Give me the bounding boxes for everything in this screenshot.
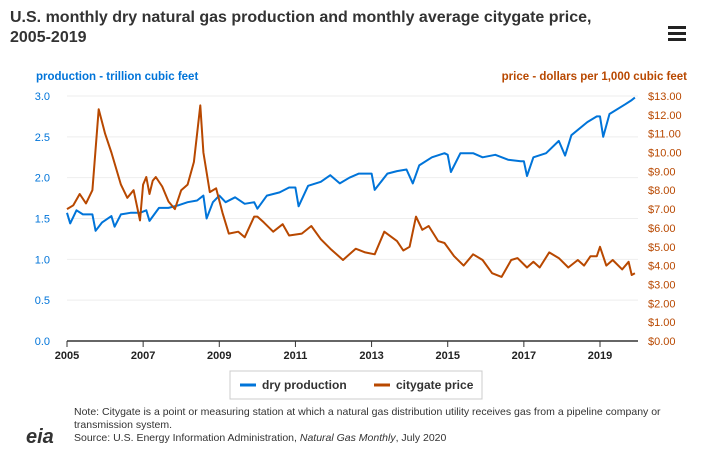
source-publication: Natural Gas Monthly — [299, 432, 396, 444]
source-suffix: , July 2020 — [395, 432, 447, 444]
y2-tick-label: $7.00 — [648, 204, 676, 216]
y2-tick-label: $9.00 — [648, 166, 676, 178]
series-line-production — [66, 96, 636, 232]
y2-tick-label: $1.00 — [648, 317, 676, 329]
x-tick-label: 2015 — [435, 350, 459, 362]
x-tick-label: 2019 — [588, 350, 612, 362]
y-tick-label: 1.0 — [35, 254, 50, 266]
note: Note: Citygate is a point or measuring s… — [74, 406, 661, 431]
y-tick-label: 1.5 — [35, 214, 50, 226]
y2-tick-label: $6.00 — [648, 223, 676, 235]
y2-tick-label: $12.00 — [648, 110, 682, 122]
x-tick-label: 2009 — [207, 350, 231, 362]
y-tick-label: 0.5 — [35, 295, 50, 307]
y2-tick-label: $3.00 — [648, 279, 676, 291]
x-tick-label: 2017 — [512, 350, 536, 362]
legend-item[interactable]: dry production — [262, 378, 347, 392]
legend-item[interactable]: citygate price — [396, 378, 474, 392]
y2-tick-label: $0.00 — [648, 336, 676, 348]
source: Source: U.S. Energy Information Administ… — [74, 432, 704, 445]
series-line-price — [66, 104, 636, 278]
eia-logo: eia — [26, 426, 54, 448]
y2-tick-label: $10.00 — [648, 148, 682, 160]
y2-tick-label: $5.00 — [648, 242, 676, 254]
source-prefix: Source: U.S. Energy Information Administ… — [74, 432, 300, 444]
y-tick-label: 0.0 — [35, 336, 50, 348]
chart: production - trillion cubic feet price - … — [35, 71, 688, 400]
legend — [229, 370, 483, 400]
y-tick-label: 3.0 — [35, 91, 50, 103]
y-tick-label: 2.5 — [35, 132, 50, 144]
y2-tick-label: $13.00 — [648, 91, 682, 103]
x-tick-label: 2005 — [55, 350, 79, 362]
y2-tick-label: $2.00 — [648, 298, 676, 310]
x-tick-label: 2011 — [283, 350, 307, 362]
y-axis-label: production - trillion cubic feet — [36, 71, 198, 83]
x-tick-label: 2013 — [359, 350, 383, 362]
y2-tick-label: $4.00 — [648, 261, 676, 273]
y2-tick-label: $8.00 — [648, 185, 676, 197]
chart-title: U.S. monthly dry natural gas production … — [10, 9, 592, 46]
y2-tick-label: $11.00 — [648, 129, 681, 141]
y2-axis-label: price - dollars per 1,000 cubic feet — [502, 71, 688, 83]
x-tick-label: 2007 — [131, 350, 155, 362]
menu-icon[interactable] — [668, 26, 686, 44]
y-tick-label: 2.0 — [35, 173, 50, 185]
